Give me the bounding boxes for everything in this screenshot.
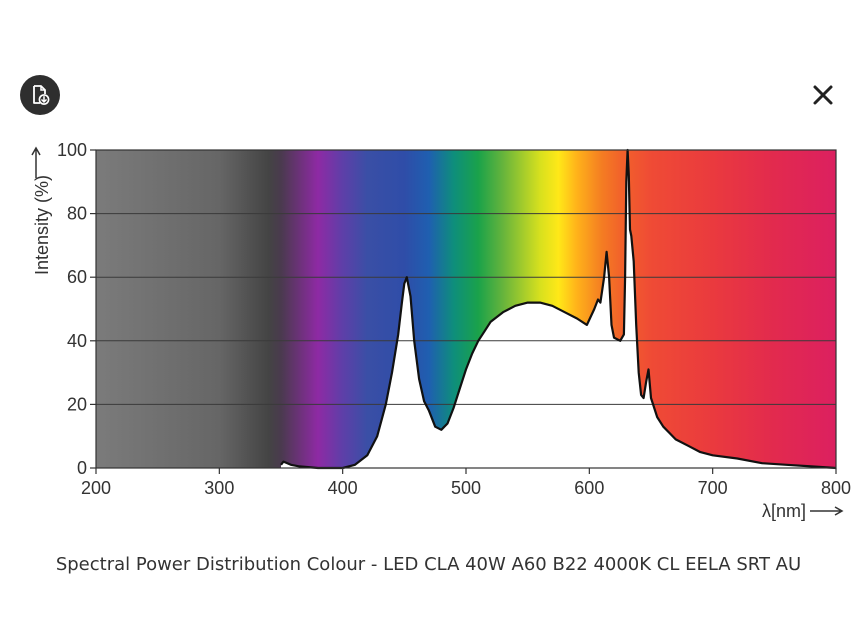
y-tick-label-60: 60 [67,267,87,287]
y-tick-label-0: 0 [77,458,87,478]
close-icon [812,84,834,106]
y-tick-label-80: 80 [67,204,87,224]
x-tick-label-700: 700 [698,478,728,498]
download-button[interactable] [20,75,60,115]
spd-line [280,148,837,470]
chart-caption: Spectral Power Distribution Colour - LED… [55,554,802,575]
x-axis-label: λ[nm] [762,501,806,521]
x-tick-label-400: 400 [328,478,358,498]
x-axis: 200 300 400 500 600 700 800 [81,468,851,498]
close-button[interactable] [806,78,840,112]
y-tick-label-20: 20 [67,394,87,414]
y-tick-label-100: 100 [57,140,87,160]
document-download-icon [28,83,52,107]
x-tick-label-200: 200 [81,478,111,498]
x-axis-arrow-icon [810,506,844,516]
y-axis: 0 20 40 60 80 100 [57,140,96,478]
x-tick-label-800: 800 [821,478,851,498]
x-tick-label-300: 300 [204,478,234,498]
grid-lines [96,213,836,405]
x-tick-label-500: 500 [451,478,481,498]
spectral-chart: 200 300 400 500 600 700 800 0 20 40 60 80 100 λ[nm]… [31,140,851,521]
x-tick-label-600: 600 [574,478,604,498]
y-axis-label-group: Intensity (%) [31,146,52,275]
y-tick-label-40: 40 [67,331,87,351]
y-axis-arrow-icon [31,146,41,178]
y-axis-label: Intensity (%) [32,175,52,275]
x-axis-label-group: λ[nm] [762,501,844,521]
